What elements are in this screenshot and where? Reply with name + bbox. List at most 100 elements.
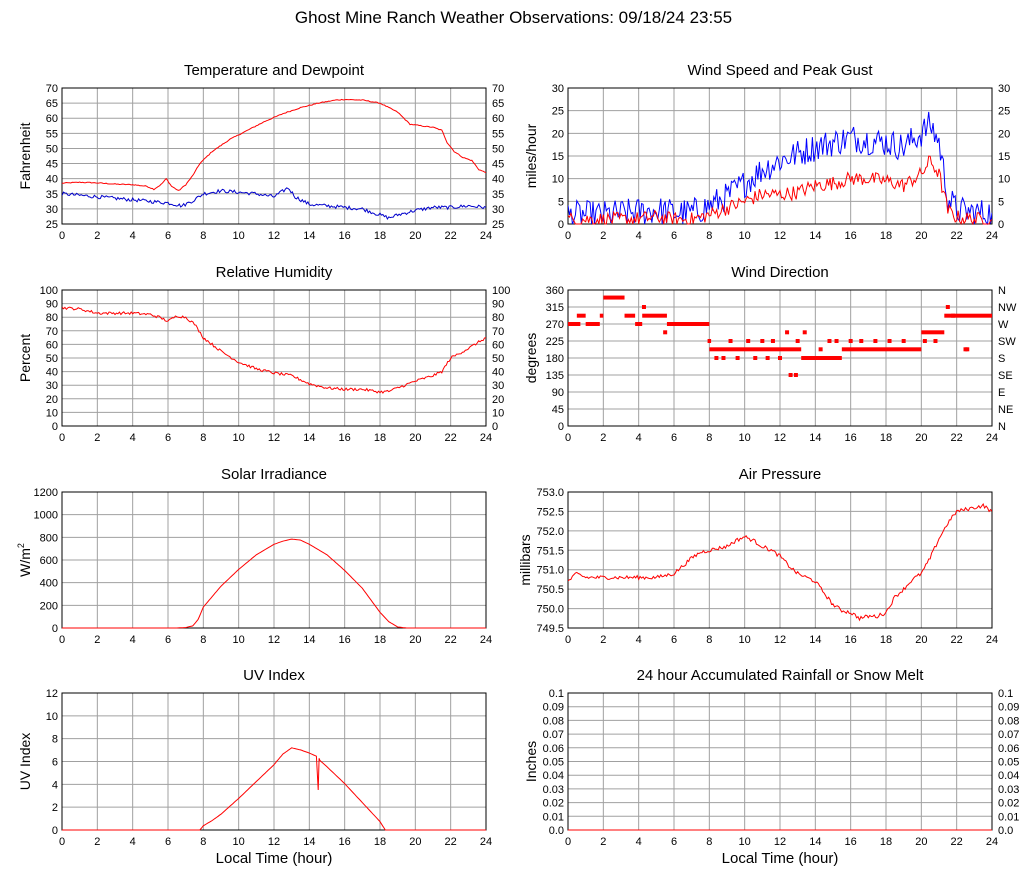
direction-run [707,339,712,343]
x-tick-label: 14 [809,432,821,444]
direction-run [944,313,992,318]
series-line [568,155,992,225]
right-tick-label: 70 [492,326,504,338]
direction-point [818,347,823,352]
right-tick-label: 40 [492,174,504,186]
x-tick-label: 4 [130,432,136,444]
x-tick-label: 22 [445,432,457,444]
x-tick-label: 24 [986,836,998,848]
x-tick-label: 6 [671,230,677,242]
y-axis-label: Inches [523,741,539,782]
right-tick-label: 0.1 [998,688,1013,700]
y-tick-label: 360 [546,285,564,297]
y-tick-label: 80 [46,312,58,324]
y-tick-label: 0 [558,421,564,433]
y-tick-label: 751.5 [536,545,564,557]
x-tick-label: 18 [880,432,892,444]
plot-frame [567,289,993,427]
x-tick-label: 12 [268,230,280,242]
x-tick-label: 10 [233,432,245,444]
y-tick-label: 25 [552,106,564,118]
direction-point [641,305,646,309]
chart-title: Air Pressure [739,466,822,483]
x-tick-label: 0 [59,432,65,444]
y-axis-label: miles/hour [523,123,539,188]
x-tick-label: 6 [671,634,677,646]
x-tick-label: 16 [845,230,857,242]
y-tick-label: 1000 [34,510,58,522]
x-tick-label: 4 [636,432,642,444]
y-tick-label: 0 [52,825,58,837]
y-tick-label: 10 [46,711,58,723]
y-tick-label: 600 [40,555,58,567]
x-tick-label: 4 [636,230,642,242]
right-tick-label: 0.09 [998,702,1019,714]
x-tick-label: 8 [706,836,712,848]
direction-point [765,356,770,360]
x-tick-label: 20 [409,836,421,848]
x-tick-label: 8 [706,230,712,242]
x-tick-label: 2 [94,634,100,646]
direction-run [780,347,802,352]
x-tick-label: 10 [739,836,751,848]
x-tick-label: 8 [200,634,206,646]
y-axis-label: UV Index [17,733,33,791]
x-tick-label: 2 [600,230,606,242]
x-tick-label: 0 [565,230,571,242]
x-tick-label: 8 [200,230,206,242]
y-tick-label: 10 [552,174,564,186]
right-tick-label: 20 [998,128,1010,140]
x-tick-label: 20 [409,634,421,646]
right-tick-label: 0 [998,219,1004,231]
plot-frame [61,289,487,427]
y-tick-label: 45 [46,159,58,171]
series-line [568,503,992,622]
x-tick-label: 24 [986,634,998,646]
chart-title: UV Index [243,667,305,684]
x-tick-label: 16 [339,634,351,646]
direction-run [603,295,625,300]
direction-run [635,322,643,326]
y-tick-label: 750.0 [536,604,564,616]
y-tick-label: 135 [546,370,564,382]
direction-point [834,339,839,343]
direction-point [887,339,892,343]
direction-point [785,330,790,335]
series-line [62,538,486,629]
y-axis-label: Percent [17,334,33,382]
right-tick-label: 25 [492,219,504,231]
x-tick-label: 24 [986,230,998,242]
x-tick-label: 10 [233,634,245,646]
x-tick-label: 4 [636,836,642,848]
direction-run [624,313,636,318]
right-tick-label: 0.01 [998,811,1019,823]
y-tick-label: 65 [46,98,58,110]
y-tick-label: 0.08 [543,715,564,727]
right-tick-label: 0.06 [998,743,1019,755]
direction-point [778,356,782,360]
right-tick-label: 55 [492,128,504,140]
y-tick-label: 12 [46,688,58,700]
x-tick-label: 24 [986,432,998,444]
x-tick-label: 18 [374,836,386,848]
x-tick-label: 24 [480,230,492,242]
right-tick-label: SW [998,336,1016,348]
right-tick-label: 15 [998,151,1010,163]
right-tick-label: 60 [492,339,504,351]
direction-run [841,347,922,352]
y-tick-label: 0.06 [543,743,564,755]
y-tick-label: 90 [46,299,58,311]
y-tick-label: 270 [546,319,564,331]
y-tick-label: 0.07 [543,729,564,741]
chart-title: 24 hour Accumulated Rainfall or Snow Mel… [637,667,925,684]
y-tick-label: 40 [46,174,58,186]
direction-point [760,339,765,343]
y-tick-label: 0.02 [543,798,564,810]
right-tick-label: 0.02 [998,798,1019,810]
x-tick-label: 0 [59,836,65,848]
x-tick-label: 22 [951,836,963,848]
